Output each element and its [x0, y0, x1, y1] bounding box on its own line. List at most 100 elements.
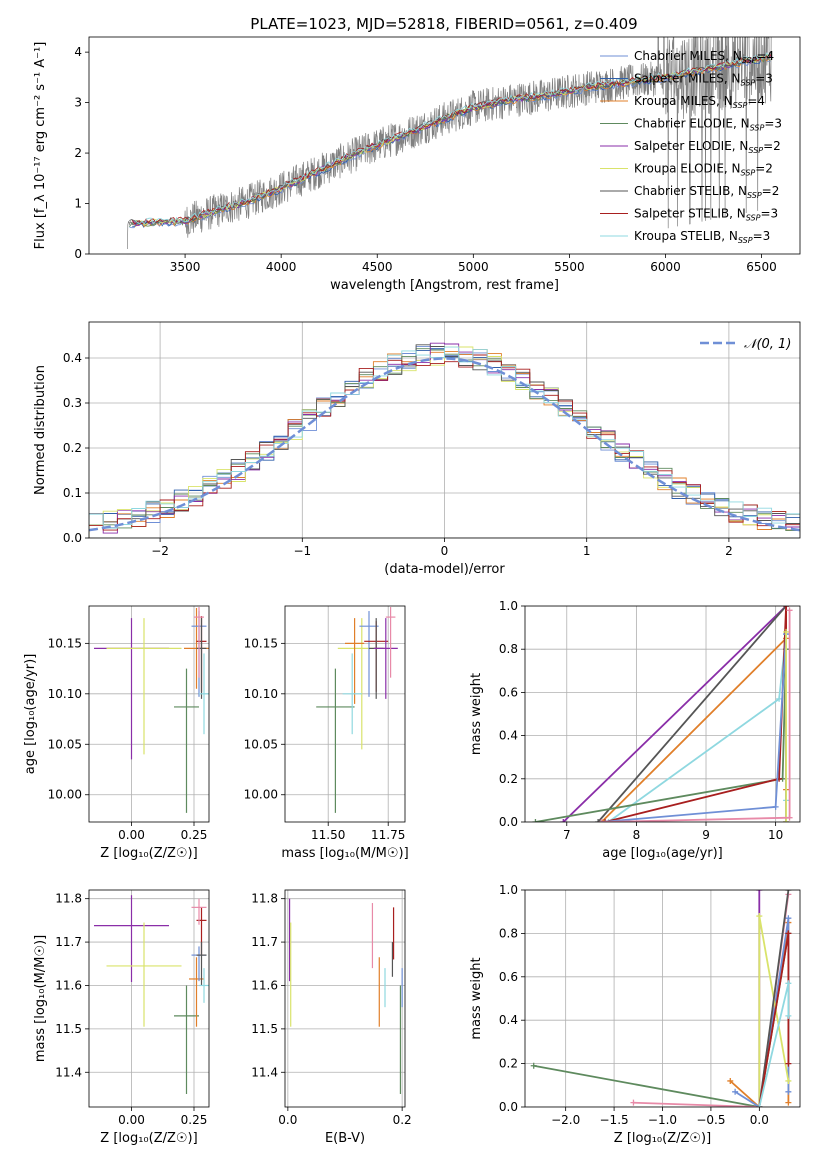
- y-tick-label: 0.6: [499, 685, 518, 699]
- y-tick-label: 0: [74, 247, 82, 261]
- x-tick-label: 7: [563, 828, 571, 842]
- weight-line: [758, 890, 790, 1107]
- x-tick-label: 0.00: [118, 1113, 145, 1127]
- y-tick-label: 0.3: [63, 396, 82, 410]
- y-tick-label: 0.8: [499, 926, 518, 940]
- y-tick-label: 0.8: [499, 642, 518, 656]
- y-axis-label: Normed distribution: [33, 365, 48, 495]
- axes-frame: [284, 605, 406, 823]
- errorbar-point: [196, 942, 207, 986]
- panel-weight_vs_age: 7 8 9 10 0.0 0.2 0.4 0.6 0.8 1.0 age [log₁₀(age/yr…: [469, 599, 801, 861]
- y-tick-label: 11.8: [55, 892, 82, 906]
- y-tick-label: 3: [74, 96, 82, 110]
- x-tick-label: 0: [441, 544, 449, 558]
- y-axis-label: Flux [f_λ 10⁻¹⁷ erg cm⁻² s⁻¹ A⁻¹]: [33, 42, 48, 250]
- axes-frame: [524, 605, 801, 823]
- axes-frame: [284, 889, 406, 1108]
- weight-marker: [785, 980, 792, 987]
- errorbar-point: [359, 611, 379, 697]
- errorbar-point: [369, 618, 384, 699]
- weight-marker: [785, 1060, 792, 1067]
- y-tick-label: 2: [74, 146, 82, 160]
- y-tick-label: 11.5: [251, 1022, 278, 1036]
- axes-frame: [88, 605, 210, 823]
- x-tick-label: 11.75: [371, 828, 405, 842]
- y-axis-label: mass weight: [469, 673, 484, 755]
- weight-marker: [772, 803, 779, 810]
- errorbar-point: [194, 607, 204, 678]
- y-tick-label: 0.2: [499, 772, 518, 786]
- y-tick-label: 11.6: [251, 978, 278, 992]
- ticks-age_vs_Z: 0.00 0.25 10.00 10.05 10.10 10.15: [48, 636, 208, 842]
- legend-entry: Salpeter MILES, NSSP=3: [634, 72, 773, 88]
- errorbar-point: [94, 618, 169, 760]
- weight-line: [597, 606, 787, 822]
- x-tick-label: 4000: [266, 260, 297, 274]
- y-tick-label: 0.0: [499, 815, 518, 829]
- errorbar-point: [191, 898, 207, 925]
- weight-marker: [785, 890, 792, 893]
- weight-marker: [785, 1077, 792, 1084]
- x-axis-label: wavelength [Angstrom, rest frame]: [330, 278, 559, 293]
- errorbar-point: [337, 618, 386, 750]
- y-tick-label: 0.2: [63, 441, 82, 455]
- panel-mass_vs_ebv: 0.0 0.2 11.4 11.5 11.6 11.7 11.8 E(B-V): [251, 889, 412, 1146]
- y-tick-label: 11.8: [251, 892, 278, 906]
- errorbar-point: [106, 618, 182, 755]
- errorbar-point: [373, 618, 398, 699]
- y-tick-label: 0.0: [63, 531, 82, 545]
- panel-age_vs_Z: 0.00 0.25 10.00 10.05 10.10 10.15 Z [log₁₀(Z/Z…: [23, 605, 210, 861]
- ticks-residuals: −2 −1 0 1 2 0.0 0.1 0.2 0.3 0.4: [63, 351, 733, 558]
- legend-entry: Chabrier STELIB, NSSP=2: [634, 184, 779, 200]
- ticks-spectrum: 3500 4000 4500 5000 5500 6000 6500 0 1 2 3 4: [74, 45, 776, 274]
- weight-marker: [783, 819, 790, 822]
- y-tick-label: 0.4: [499, 1013, 518, 1027]
- x-tick-label: 2: [725, 544, 733, 558]
- y-tick-label: 11.7: [251, 935, 278, 949]
- x-tick-label: 11.50: [311, 828, 345, 842]
- x-tick-label: −1: [293, 544, 311, 558]
- plot-area-age_vs_Z: [89, 606, 209, 822]
- panel-weight_vs_Z: −2.0 −1.5 −1.0 −0.5 0.0 0.0 0.2 0.4 0.6 0.8 1.0 Z […: [469, 883, 801, 1146]
- x-axis-label: mass [log₁₀(M/M☉)]: [281, 846, 408, 861]
- ticks-mass_vs_ebv: 0.0 0.2 11.4 11.5 11.6 11.7 11.8: [251, 892, 411, 1127]
- weight-line: [562, 606, 787, 822]
- ticks-age_vs_mass: 11.50 11.75 10.00 10.05 10.10 10.15: [244, 636, 406, 842]
- x-tick-label: 3500: [170, 260, 201, 274]
- spectrum-data-line: [127, 37, 772, 250]
- legend-subscript: SSP: [747, 191, 762, 200]
- y-tick-label: 10.10: [244, 687, 278, 701]
- errorbar-point: [385, 607, 396, 678]
- weight-marker: [560, 819, 567, 822]
- y-tick-label: 1.0: [499, 599, 518, 613]
- plot-area-weight_vs_age: [525, 606, 800, 822]
- x-tick-label: 10: [768, 828, 783, 842]
- legend-value: =3: [755, 72, 773, 86]
- axes-frame: [524, 889, 801, 1108]
- x-axis-label: E(B-V): [325, 1131, 365, 1146]
- plot-area-mass_vs_Z: [89, 890, 209, 1107]
- chart-layer: 3500 4000 4500 5000 5500 6000 6500 0 1 2 3 4 wavelen…: [23, 36, 801, 1146]
- x-tick-label: −2.0: [551, 1113, 580, 1127]
- weight-marker: [756, 1104, 763, 1107]
- y-tick-label: 11.7: [55, 935, 82, 949]
- x-tick-label: 0.00: [118, 828, 145, 842]
- x-tick-label: 0.25: [181, 828, 208, 842]
- y-tick-label: 0.1: [63, 486, 82, 500]
- y-tick-label: 0.4: [63, 351, 82, 365]
- y-tick-label: 0.2: [499, 1057, 518, 1071]
- errorbar-point: [196, 618, 207, 699]
- x-tick-label: 9: [702, 828, 710, 842]
- y-tick-label: 10.00: [244, 788, 278, 802]
- errorbar-point: [199, 968, 209, 1003]
- weight-marker: [776, 695, 783, 702]
- legend-value: =3: [764, 117, 782, 131]
- x-tick-label: 6500: [746, 260, 777, 274]
- errorbar-point: [345, 618, 365, 704]
- y-tick-label: 11.5: [55, 1022, 82, 1036]
- x-axis-label: age [log₁₀(age/yr)]: [602, 846, 723, 861]
- errorbar-point: [174, 668, 199, 813]
- plot-area-mass_vs_ebv: [285, 890, 405, 1107]
- weight-marker: [756, 890, 763, 893]
- legend-value: =2: [763, 139, 781, 153]
